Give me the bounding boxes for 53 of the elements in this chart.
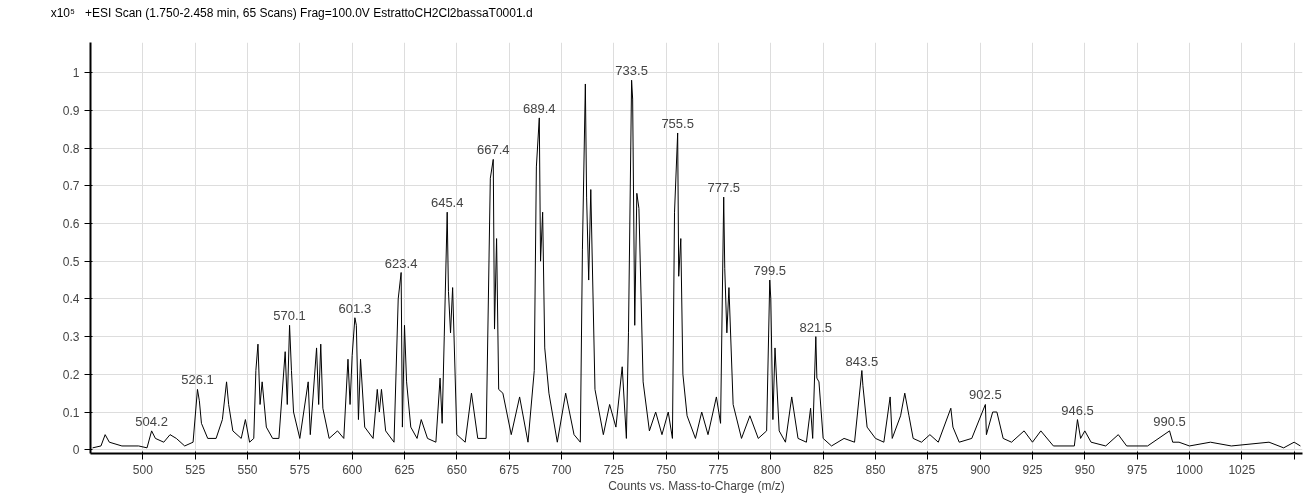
annotation: 733.5 (615, 63, 648, 79)
annotation: 777.5 (707, 180, 740, 196)
annotation: 689.4 (523, 100, 556, 116)
y-tick-label: 0.4 (62, 292, 80, 307)
x-tick-label: 950 (1074, 462, 1096, 477)
x-tick-label: 650 (446, 462, 468, 477)
y-tick-label: 0.2 (62, 367, 80, 382)
annotation: 843.5 (845, 353, 879, 369)
x-tick-label: 700 (551, 462, 572, 477)
x-tick-label: 850 (865, 462, 886, 477)
y-tick-label: 0.3 (62, 330, 80, 345)
x-tick-label: 775 (708, 462, 729, 477)
x-tick-label: 675 (499, 462, 520, 477)
y-tick-label: 0 (72, 443, 80, 458)
x-axis-title: Counts vs. Mass-to-Charge (m/z) (608, 478, 785, 493)
y-tick-label: 0.9 (62, 103, 80, 118)
y-tick-label: 0.1 (62, 405, 80, 420)
annotation: 667.4 (476, 142, 510, 158)
annotation: 570.1 (273, 308, 306, 324)
x-tick-label: 825 (813, 462, 834, 477)
x-tick-label: 900 (970, 462, 991, 477)
y-tick-label: 0.7 (62, 179, 80, 194)
y-axis-title: x10⁵ (49, 5, 76, 22)
x-tick-label: 600 (342, 462, 363, 477)
x-tick-label: 975 (1127, 462, 1148, 477)
x-tick-label: 575 (289, 462, 311, 477)
x-tick-label: 500 (132, 462, 154, 477)
x-tick-label: 800 (760, 462, 782, 477)
annotation: 946.5 (1061, 402, 1094, 418)
y-tick-label: 1 (72, 66, 80, 81)
x-tick-label: 725 (603, 462, 625, 477)
annotation: 601.3 (338, 300, 372, 316)
y-tick-label: 0.6 (62, 216, 80, 231)
x-tick-label: 750 (656, 462, 677, 477)
chart-title: +ESI Scan (1.750-2.458 min, 65 Scans) Frag=100.0V EstrattoCH2Cl2bassaT0001.d (85, 6, 533, 20)
annotation: 755.5 (661, 116, 694, 131)
x-tick-label: 925 (1022, 462, 1043, 477)
x-tick-label: 1025 (1228, 462, 1256, 477)
x-tick-label: 625 (394, 462, 415, 477)
x-tick-label: 1000 (1176, 462, 1204, 477)
y-tick-label: 0.8 (62, 141, 80, 156)
x-tick-label: 525 (185, 462, 206, 477)
annotation: 990.5 (1153, 413, 1186, 429)
annotation: 902.5 (969, 387, 1002, 403)
annotation: 623.4 (384, 255, 418, 271)
x-tick-label: 875 (917, 462, 939, 477)
annotation: 645.4 (430, 195, 464, 211)
y-tick-label: 0.5 (62, 254, 80, 269)
annotation: 799.5 (753, 263, 787, 279)
x-tick-label: 550 (237, 462, 258, 477)
annotation: 504.2 (135, 413, 168, 429)
annotation: 821.5 (799, 319, 833, 335)
annotation: 526.1 (181, 372, 214, 388)
